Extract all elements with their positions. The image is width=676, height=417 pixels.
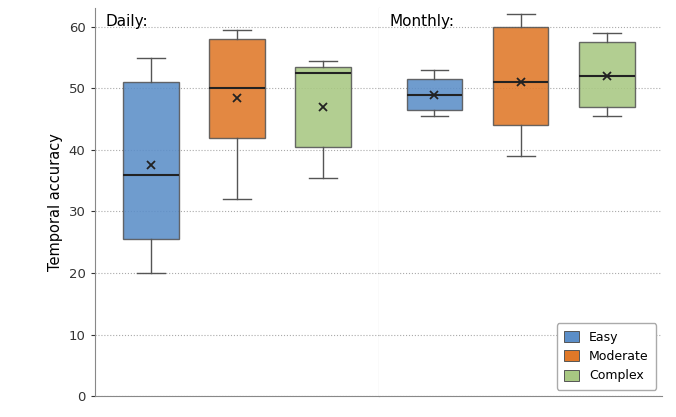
Text: Daily:: Daily: — [106, 14, 149, 29]
Legend: Easy, Moderate, Complex: Easy, Moderate, Complex — [556, 324, 656, 390]
PathPatch shape — [406, 79, 462, 110]
PathPatch shape — [209, 39, 264, 138]
Text: Monthly:: Monthly: — [390, 14, 455, 29]
PathPatch shape — [579, 42, 635, 107]
Y-axis label: Temporal accuracy: Temporal accuracy — [48, 133, 63, 271]
PathPatch shape — [493, 27, 548, 125]
PathPatch shape — [122, 82, 178, 239]
PathPatch shape — [295, 67, 351, 147]
